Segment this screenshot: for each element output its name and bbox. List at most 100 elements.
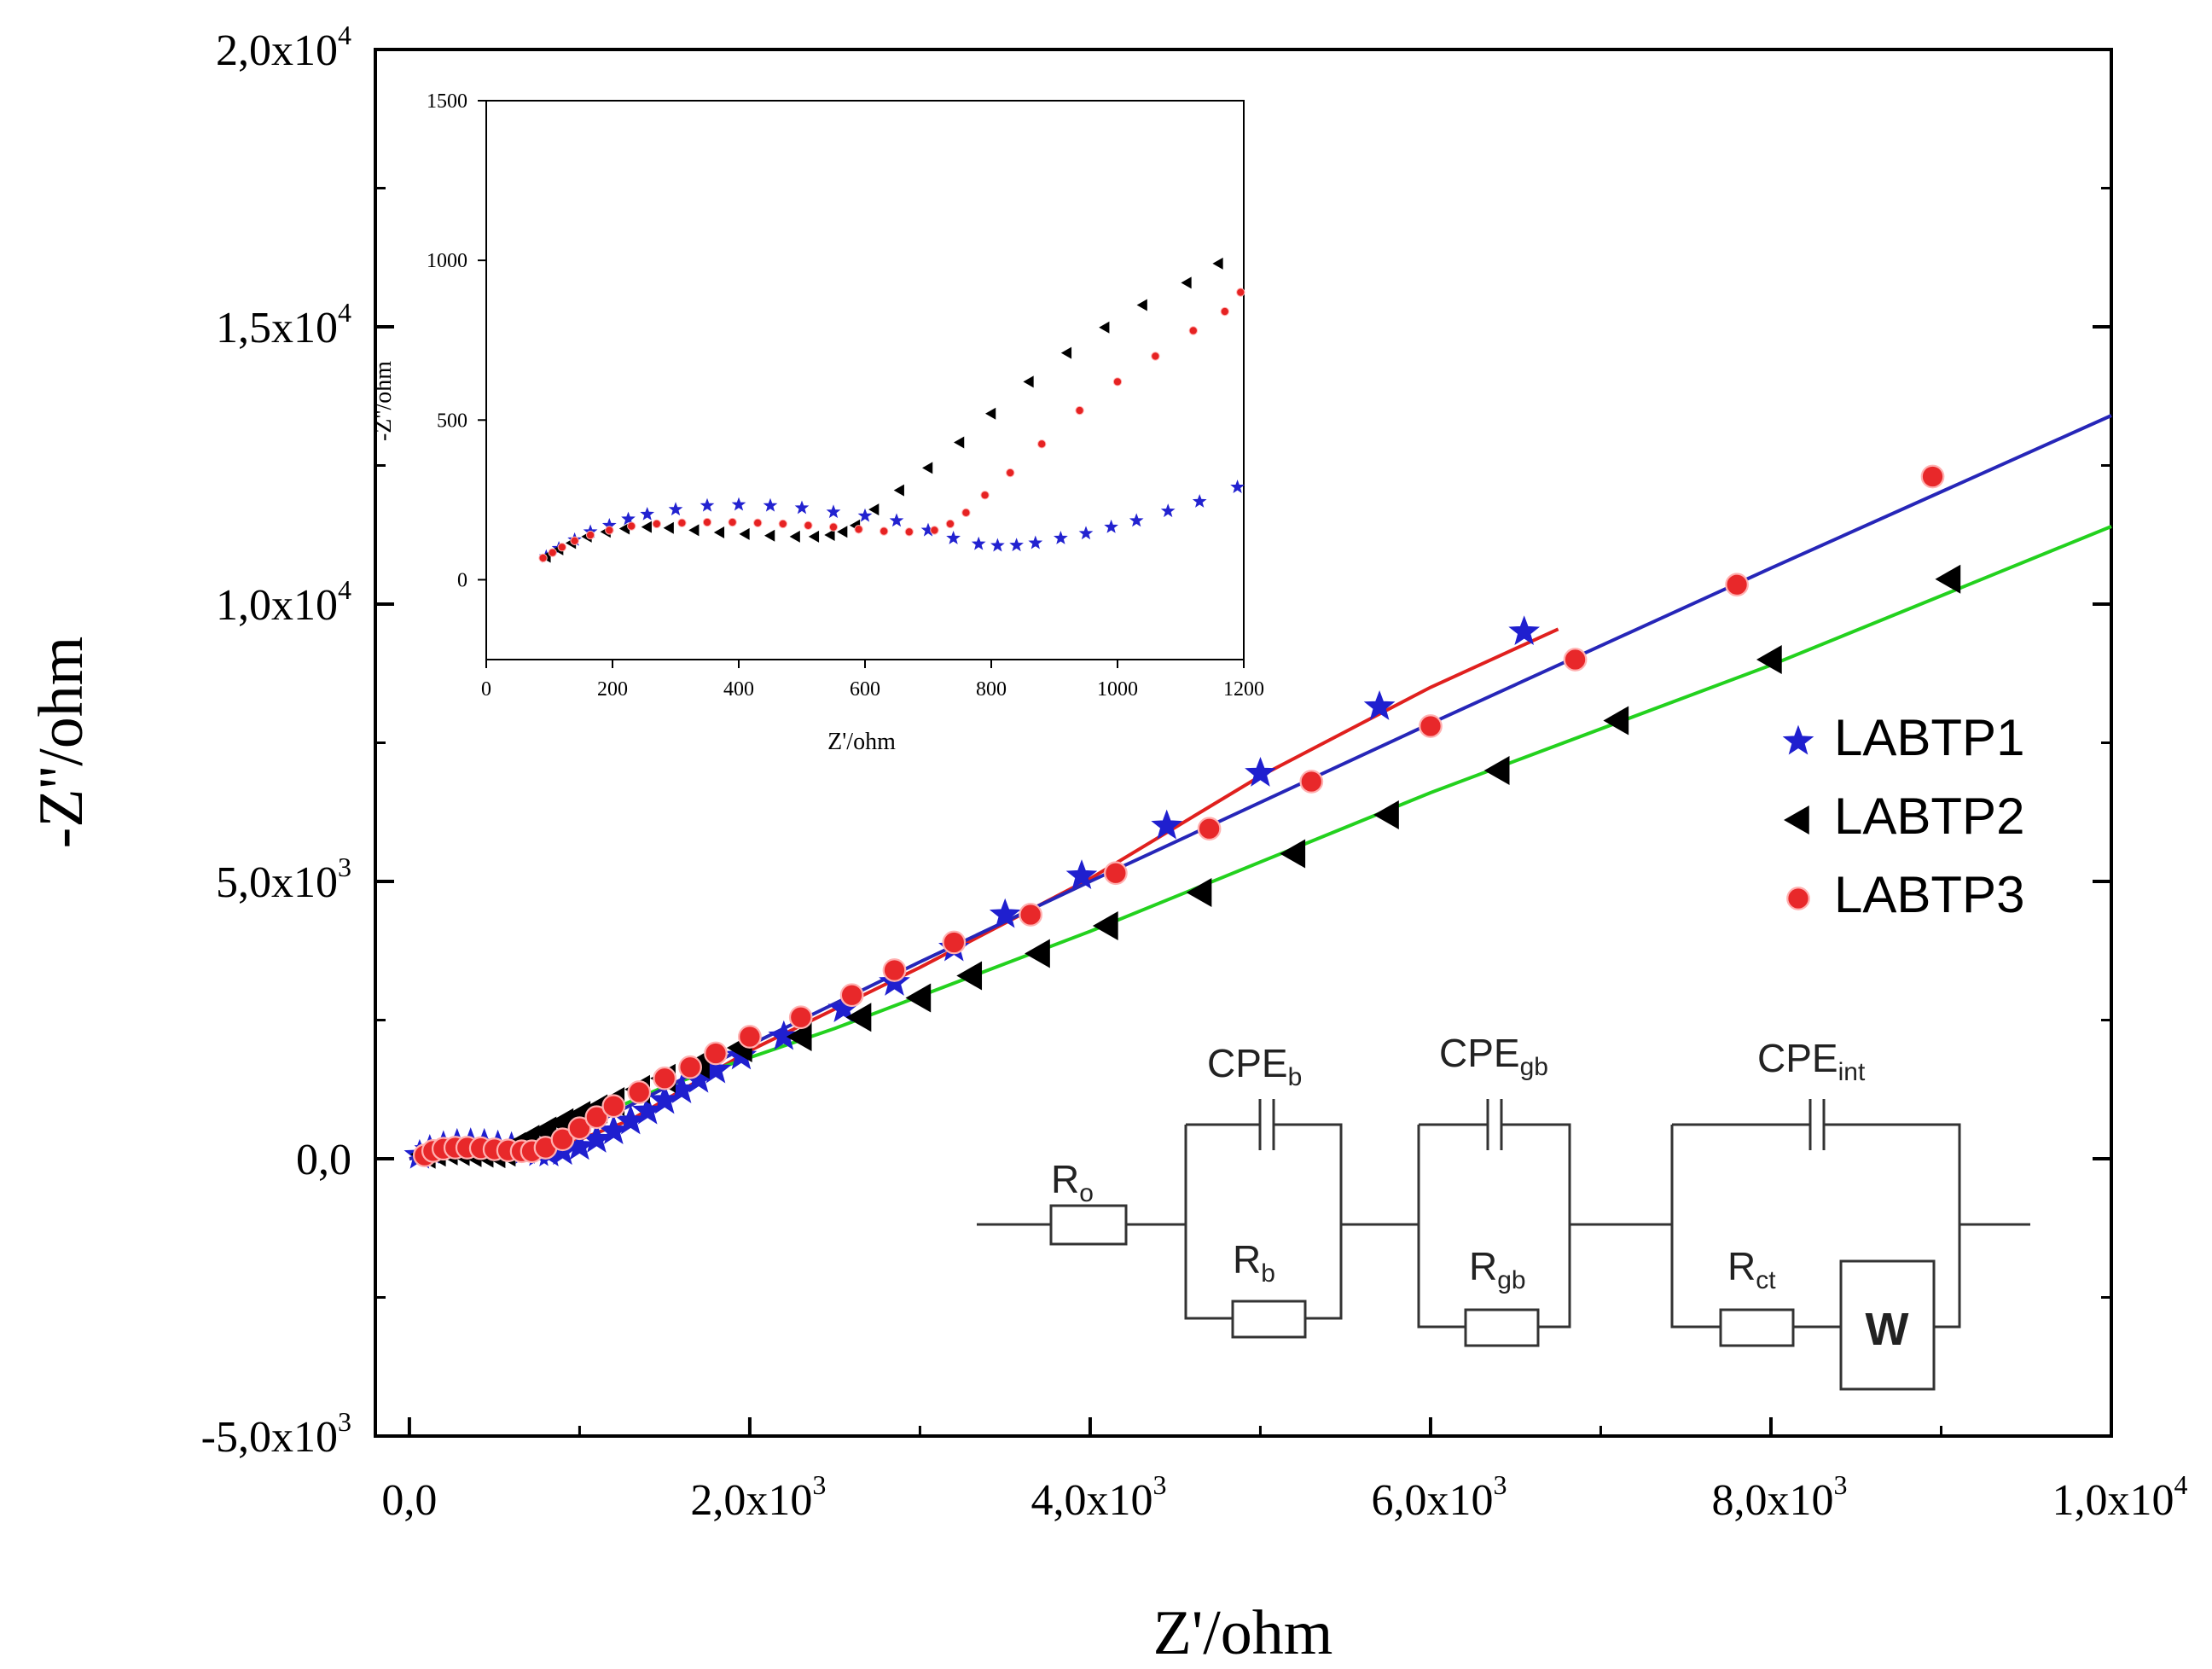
label-r-gb: Rgb [1469, 1244, 1526, 1294]
inset-data-point-labtp3 [1236, 288, 1245, 297]
legend-item-labtp2: LABTP2 [1784, 788, 2024, 845]
inset-data-point-labtp1 [857, 508, 873, 522]
label-r-ct-sub: ct [1756, 1266, 1776, 1294]
main-y-tick-label: 5,0x103 [216, 852, 351, 907]
label-cpe-gb-sub: gb [1520, 1053, 1548, 1081]
inset-y-axis-label: -Z''/ohm [370, 361, 397, 441]
inset-x-tick-label: 400 [723, 678, 754, 701]
inset-x-ticks: 0 200 400 600 800 1000 1200 [481, 660, 1264, 701]
inset-data-point-labtp3 [1112, 377, 1123, 387]
inset-data-point-labtp2 [868, 503, 880, 516]
main-y-tick-mantissa: 0,0 [296, 1136, 351, 1184]
main-x-tick-mantissa: 1,0x10 [2052, 1476, 2174, 1525]
data-point-labtp2 [1280, 839, 1306, 869]
data-point-labtp3 [1920, 464, 1945, 489]
main-x-tick-label: 1,0x104 [2052, 1469, 2188, 1525]
inset-data-point-labtp2 [954, 436, 965, 449]
inset-data-point-labtp1 [1192, 493, 1207, 508]
data-point-labtp3 [678, 1055, 702, 1079]
data-point-labtp3 [550, 1127, 575, 1152]
inset-data-point-labtp1 [1078, 526, 1094, 540]
block-int-outline [1670, 1123, 1961, 1329]
main-x-ticks: 0,0 2,0x103 4,0x103 6,0x103 8,0x103 1,0x104 [381, 1417, 2188, 1525]
inset-data-point-labtp3 [1006, 468, 1015, 478]
inset-data-point-labtp1 [794, 500, 810, 515]
inset-data-point-labtp2 [789, 530, 800, 543]
main-x-tick-mantissa: 2,0x10 [690, 1476, 812, 1525]
legend-marker-labtp1 [1782, 724, 1814, 755]
label-r-b-sub: b [1261, 1259, 1275, 1288]
inset-data-point-labtp1 [1160, 503, 1176, 518]
data-point-labtp3 [882, 958, 907, 982]
main-data-points [404, 464, 1961, 1169]
label-cpe-int: CPEint [1757, 1036, 1866, 1086]
inset-y-tick-label: 0 [457, 569, 467, 591]
inset-data-point-labtp1 [1054, 530, 1068, 544]
main-x-tick-label: 2,0x103 [690, 1469, 826, 1525]
label-cpe-gb-main: CPE [1439, 1031, 1520, 1075]
label-cpe-gb: CPEgb [1439, 1031, 1548, 1081]
label-r0-main: R [1051, 1157, 1079, 1201]
main-y-tick-label: -5,0x103 [201, 1406, 351, 1462]
main-y-tick-exponent: 4 [338, 20, 351, 50]
label-r0: Ro [1051, 1157, 1094, 1207]
legend-marker-labtp2 [1784, 805, 1809, 834]
inset-x-tick-label: 1000 [1097, 678, 1138, 701]
main-x-tick-label: 4,0x103 [1031, 1469, 1166, 1525]
label-r-b: Rb [1233, 1237, 1275, 1288]
data-point-labtp3 [1725, 573, 1749, 597]
data-point-labtp2 [1092, 911, 1118, 940]
main-y-tick-label: 0,0 [296, 1136, 351, 1184]
data-point-labtp3 [1299, 770, 1324, 794]
inset-data-point-labtp3 [828, 522, 839, 532]
data-point-labtp3 [738, 1025, 762, 1049]
inset-data-point-labtp2 [1212, 257, 1223, 270]
inset-data-point-labtp2 [739, 527, 750, 540]
data-point-labtp3 [1419, 714, 1443, 738]
inset-data-point-labtp1 [731, 497, 746, 511]
inset-x-tick-label: 800 [976, 678, 1007, 701]
inset-data-point-labtp2 [985, 407, 996, 420]
inset-data-point-labtp2 [764, 529, 775, 542]
data-point-labtp3 [1103, 861, 1128, 886]
inset-data-point-labtp3 [904, 527, 914, 537]
inset-y-tick-label: 500 [437, 410, 467, 432]
inset-data-point-labtp2 [893, 484, 904, 497]
inset-data-point-labtp3 [753, 518, 763, 527]
legend: LABTP1 LABTP2 LABTP3 [1782, 709, 2024, 923]
inset-data-point-labtp1 [668, 502, 683, 516]
inset-data-point-labtp2 [824, 529, 835, 542]
data-point-labtp2 [1025, 939, 1050, 968]
label-cpe-int-sub: int [1838, 1058, 1866, 1086]
data-point-labtp1 [768, 1020, 800, 1050]
data-point-labtp2 [786, 1022, 812, 1051]
data-point-labtp3 [1019, 903, 1042, 927]
inset-data-point-labtp3 [880, 526, 889, 536]
label-r-b-main: R [1233, 1237, 1261, 1282]
inset-x-axis-label: Z'/ohm [827, 729, 896, 755]
label-r-gb-sub: gb [1497, 1266, 1525, 1294]
main-x-tick-exponent: 4 [2174, 1469, 2188, 1500]
data-point-labtp2 [1373, 800, 1399, 829]
inset-data-point-labtp1 [971, 536, 986, 550]
inset-data-point-labtp1 [763, 497, 778, 512]
main-x-tick-exponent: 3 [1833, 1469, 1847, 1500]
inset-data-point-labtp3 [557, 543, 566, 552]
inset-x-tick-label: 0 [481, 678, 491, 701]
resistor-r0 [1049, 1204, 1128, 1246]
data-point-labtp3 [584, 1105, 609, 1130]
inset-data-point-labtp3 [538, 553, 548, 563]
legend-label: LABTP3 [1834, 866, 2024, 923]
inset-data-point-labtp3 [1037, 439, 1047, 449]
inset-data-point-labtp2 [1060, 346, 1072, 359]
main-y-tick-exponent: 3 [338, 852, 351, 882]
inset-data-point-labtp2 [641, 520, 652, 533]
inset-data-point-labtp1 [1028, 535, 1043, 550]
label-r-gb-main: R [1469, 1244, 1497, 1288]
inset-data-point-labtp3 [804, 520, 813, 530]
data-point-labtp2 [845, 1003, 872, 1032]
data-point-labtp3 [839, 983, 864, 1008]
block-gb-outline [1417, 1123, 1571, 1329]
